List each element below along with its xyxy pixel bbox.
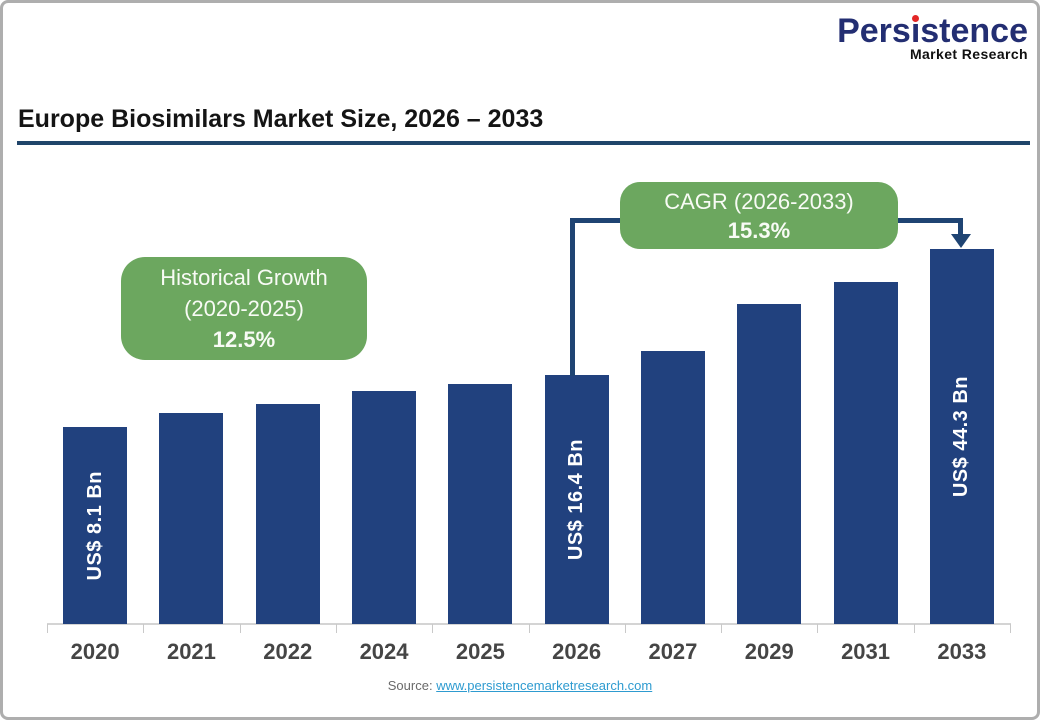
x-axis-label-2025: 2025 — [455, 639, 505, 664]
x-axis-tick — [817, 624, 819, 633]
x-axis-tick — [143, 624, 145, 633]
bar-2025 — [448, 384, 513, 624]
x-axis-tick — [624, 624, 626, 633]
cagr-connector-left-vertical — [570, 218, 575, 376]
x-axis-label-2033: 2033 — [937, 639, 987, 664]
brand-text-pre: Pers — [837, 12, 911, 50]
cagr-callout: CAGR (2026-2033) 15.3% — [620, 182, 898, 249]
bar-2020: US$ 8.1 Bn — [63, 427, 128, 624]
x-axis-tick — [1010, 624, 1011, 633]
x-axis-label-2020: 2020 — [70, 639, 120, 664]
brand-logo-subtitle: Market Research — [909, 46, 1028, 62]
bar-2027 — [640, 351, 705, 624]
x-axis-label-2026: 2026 — [552, 639, 602, 664]
bar-2024 — [352, 391, 417, 624]
historical-growth-callout: Historical Growth (2020-2025) 12.5% — [121, 257, 367, 360]
brand-logo-wordmark: Persıstence — [837, 13, 1028, 49]
x-axis-tick — [721, 624, 723, 633]
cagr-connector-right-vertical — [958, 218, 963, 235]
historical-growth-value: 12.5% — [212, 327, 276, 352]
x-axis-tick — [335, 624, 337, 633]
bar-2026: US$ 16.4 Bn — [544, 375, 609, 624]
x-axis-label-2029: 2029 — [744, 639, 794, 664]
cagr-connector-right-horizontal — [895, 218, 963, 223]
bar-2029 — [737, 304, 802, 624]
source-prefix: Source: — [387, 678, 433, 693]
chart-area: US$ 8.1 Bn US$ 16.4 Bn US$ 44.3 Bn — [47, 180, 1011, 624]
bar-2033: US$ 44.3 Bn — [929, 249, 994, 624]
page-title: Europe Biosimilars Market Size, 2026 – 2… — [18, 105, 544, 133]
x-axis-label-2021: 2021 — [166, 639, 216, 664]
bar-2031 — [833, 282, 898, 624]
cagr-connector-left-horizontal — [570, 218, 622, 223]
historical-growth-line2: (2020-2025) — [184, 296, 304, 321]
brand-red-dot-i: ı — [910, 12, 921, 50]
x-axis-label-2027: 2027 — [648, 639, 698, 664]
x-axis-tick — [432, 624, 434, 633]
historical-growth-line1: Historical Growth — [160, 265, 328, 290]
x-axis-label-2024: 2024 — [359, 639, 409, 664]
brand-text-post: stence — [920, 12, 1028, 50]
bar-value-label-2020: US$ 8.1 Bn — [83, 470, 106, 581]
cagr-value: 15.3% — [727, 217, 791, 243]
bar-value-label-2026: US$ 16.4 Bn — [565, 438, 588, 561]
title-underline — [17, 141, 1030, 145]
bar-2022 — [255, 404, 320, 624]
bar-2021 — [159, 413, 224, 624]
cagr-line1: CAGR (2026-2033) — [664, 188, 854, 214]
x-axis-tick — [239, 624, 241, 633]
x-axis-tick — [47, 624, 48, 633]
x-axis-label-2031: 2031 — [841, 639, 891, 664]
x-axis-label-2022: 2022 — [263, 639, 313, 664]
source-link[interactable]: www.persistencemarketresearch.com — [436, 678, 653, 693]
x-axis-tick — [913, 624, 915, 633]
bar-value-label-2033: US$ 44.3 Bn — [950, 375, 973, 498]
x-axis-tick — [528, 624, 530, 633]
brand-logo: Persıstence Market Research — [837, 13, 1028, 62]
source-line: Source: www.persistencemarketresearch.co… — [0, 678, 1040, 693]
cagr-arrow-down-icon — [951, 234, 971, 248]
